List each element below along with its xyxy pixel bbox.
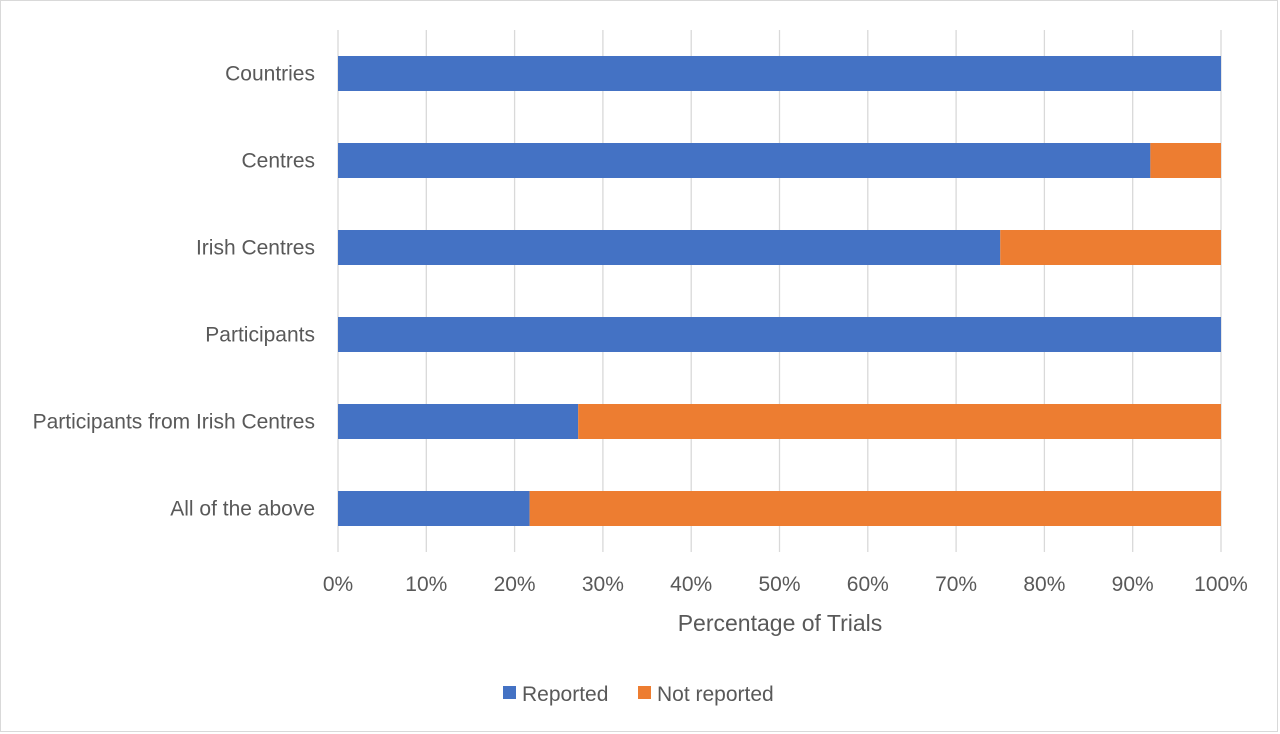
bar-segment-not-reported <box>578 404 1221 439</box>
x-tick-labels: 0% 10% 20% 30% 40% 50% 60% 70% 80% 90% 100% <box>323 573 1248 596</box>
bar-segment-not-reported <box>1000 230 1221 265</box>
x-tick-label: 30% <box>582 573 624 596</box>
x-tick-label: 90% <box>1112 573 1154 596</box>
gridlines <box>337 30 1222 552</box>
legend-label: Not reported <box>657 683 774 706</box>
category-label: Countries <box>225 63 315 86</box>
category-label: All of the above <box>170 498 315 521</box>
x-tick-label: 50% <box>758 573 800 596</box>
x-tick-label: 100% <box>1194 573 1248 596</box>
x-axis-title: Percentage of Trials <box>678 610 883 636</box>
x-tick-label: 40% <box>670 573 712 596</box>
category-labels: Countries Centres Irish Centres Participant… <box>33 63 315 521</box>
legend-label: Reported <box>522 683 608 706</box>
legend: Reported Not reported <box>503 683 774 706</box>
x-tick-label: 0% <box>323 573 353 596</box>
x-tick-label: 70% <box>935 573 977 596</box>
category-label: Irish Centres <box>196 237 315 260</box>
x-tick-label: 20% <box>494 573 536 596</box>
bar-segment-reported <box>338 143 1151 178</box>
bar-segment-reported <box>338 230 1001 265</box>
legend-swatch <box>503 686 516 699</box>
bar-segment-reported <box>338 56 1221 91</box>
category-label: Participants <box>205 324 315 347</box>
category-label: Centres <box>241 150 315 173</box>
legend-swatch <box>638 686 651 699</box>
bar-segment-reported <box>338 491 530 526</box>
category-label: Participants from Irish Centres <box>33 411 315 434</box>
bar-segment-reported <box>338 404 579 439</box>
x-tick-label: 60% <box>847 573 889 596</box>
bars <box>338 56 1221 526</box>
x-tick-label: 10% <box>405 573 447 596</box>
bar-segment-reported <box>338 317 1221 352</box>
bar-segment-not-reported <box>1150 143 1221 178</box>
bar-segment-not-reported <box>529 491 1221 526</box>
x-tick-label: 80% <box>1023 573 1065 596</box>
